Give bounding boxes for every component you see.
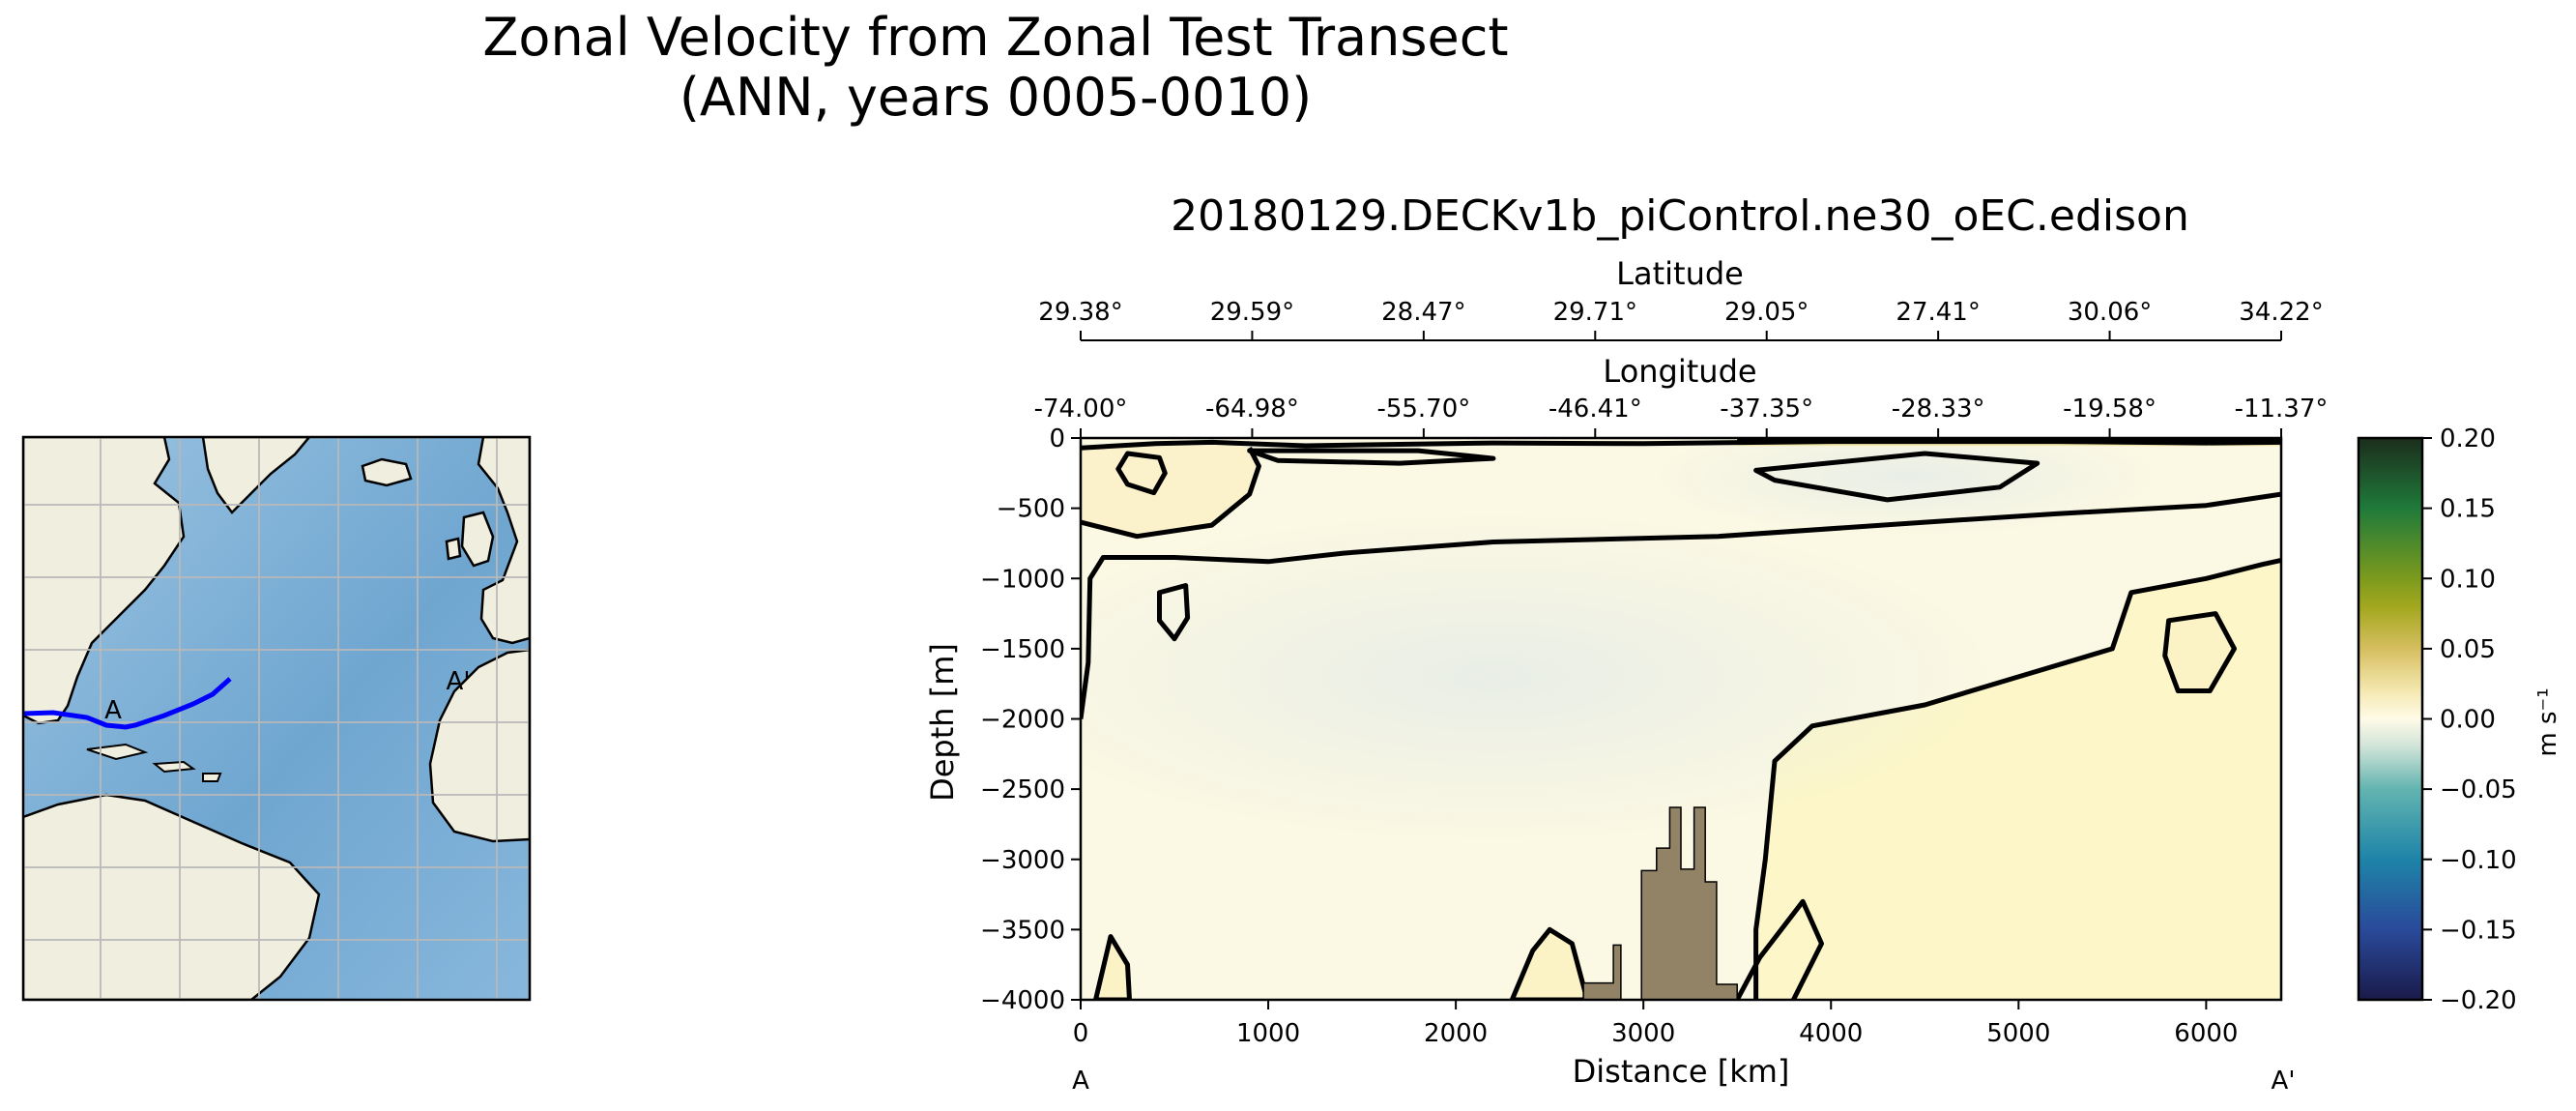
x-axis-label: Distance [km] [1573, 1053, 1790, 1090]
zero-contour-1 [1081, 491, 2281, 719]
map-gridlines [23, 437, 530, 1000]
longitude-axis-label: Longitude [1603, 353, 1756, 390]
section-field [1081, 438, 2281, 1000]
y-tick-label: −2000 [980, 706, 1065, 735]
map-land-caribbean [86, 743, 222, 782]
colorbar-tick-label: 0.20 [2440, 424, 2496, 453]
colorbar-label: m s⁻¹ [2533, 687, 2562, 756]
field-positive-surface-east [1737, 443, 2281, 447]
map-transect-line [23, 677, 232, 730]
longitude-tick-label: -64.98° [1205, 395, 1299, 424]
colorbar-tick-label: −0.15 [2440, 916, 2517, 945]
closed-contour-1 [1157, 583, 1191, 642]
x-axis: 0 1000 2000 3000 4000 5000 6000 [1073, 1000, 2238, 1048]
y-tick-label: 0 [1049, 424, 1065, 453]
latitude-tick-label: 29.05° [1724, 298, 1809, 327]
closed-contour-3 [1753, 451, 2041, 503]
zero-contour-2 [1081, 447, 1261, 540]
latitude-tick-label: 28.47° [1381, 298, 1465, 327]
section-title: 20180129.DECKv1b_piControl.ne30_oEC.edis… [1171, 191, 2189, 241]
colorbar-tick-label: 0.10 [2440, 565, 2496, 594]
x-tick-label: 6000 [2174, 1019, 2238, 1048]
y-axis: 0 −500 −1000 −1500 −2000 −2500 −3000 −3500 −4000 [980, 424, 1081, 1015]
figure-title-line1: Zonal Velocity from Zonal Test Transect [482, 7, 1509, 68]
colorbar: 0.20 0.15 0.10 0.05 0.00 −0.05 −0.10 −0.15 −0.20 [2357, 424, 2517, 1015]
y-tick-label: −500 [997, 495, 1065, 524]
y-tick-label: −2500 [980, 775, 1065, 804]
field-positive-cell-east [2164, 613, 2235, 691]
zero-contour-4 [1734, 898, 1824, 1000]
closed-contour-6 [1093, 934, 1132, 1000]
latitude-axis-label: Latitude [1616, 255, 1744, 292]
latitude-tick-label: 30.06° [2068, 298, 2152, 327]
longitude-axis: -74.00° -64.98° -55.70° -46.41° -37.35° -28.3… [1034, 395, 2329, 438]
map-label-start: A [104, 696, 122, 725]
colorbar-tick-label: 0.05 [2440, 635, 2496, 664]
figure-title: Zonal Velocity from Zonal Test Transect … [329, 8, 1663, 128]
longitude-tick-label: -55.70° [1376, 395, 1470, 424]
field-positive-surface-west [1081, 442, 1259, 537]
latitude-axis: 29.38° 29.59° 28.47° 29.71° 29.05° 27.41° 30.0… [1038, 298, 2324, 341]
map-frame [21, 435, 532, 1002]
map-land-british-isles [445, 511, 495, 568]
y-tick-label: −1000 [980, 565, 1065, 594]
colorbar-gradient [2357, 436, 2424, 1002]
y-tick-label: −3500 [980, 916, 1065, 945]
zero-contour-3 [1753, 557, 2281, 1000]
map-land-europe [477, 437, 530, 645]
field-positive-region-east [1755, 560, 2281, 1000]
longitude-tick-label: -19.58° [2063, 395, 2156, 424]
field-negative-interior [1081, 512, 1996, 841]
longitude-tick-label: -11.37° [2235, 395, 2329, 424]
latitude-tick-label: 34.22° [2239, 298, 2323, 327]
latitude-tick-label: 29.71° [1553, 298, 1637, 327]
closed-contour-4 [2162, 611, 2237, 693]
y-tick-label: −3000 [980, 846, 1065, 875]
y-tick-label: −4000 [980, 986, 1065, 1015]
map-land-greenland [201, 437, 311, 514]
closed-contour-2 [1247, 448, 1496, 466]
x-tick-label: 2000 [1424, 1019, 1488, 1048]
figure-title-line2: (ANN, years 0005-0010) [679, 67, 1313, 128]
colorbar-tick-label: −0.10 [2440, 846, 2517, 875]
map-label-end: A' [447, 667, 471, 696]
latitude-tick-label: 29.59° [1210, 298, 1294, 327]
latitude-tick-label: 27.41° [1896, 298, 1980, 327]
longitude-tick-label: -74.00° [1034, 395, 1128, 424]
seafloor-bathymetry [1582, 806, 1738, 1000]
field-positive-deep-west [1095, 936, 1130, 1000]
field-negative-upper [1654, 438, 2157, 536]
field-positive-deep-blob [1512, 929, 1587, 1000]
longitude-tick-label: -28.33° [1892, 395, 1985, 424]
longitude-tick-label: -37.35° [1720, 395, 1813, 424]
transect-map: A A' [21, 435, 532, 1002]
colorbar-tick-label: −0.05 [2440, 775, 2517, 804]
colorbar-tick-label: 0.00 [2440, 706, 2496, 735]
longitude-tick-label: -46.41° [1548, 395, 1642, 424]
section-label-end: A' [2272, 1067, 2296, 1096]
colorbar-tick-label: 0.15 [2440, 495, 2496, 524]
map-land-iceland [361, 457, 413, 487]
latitude-tick-label: 29.38° [1038, 298, 1122, 327]
x-tick-label: 1000 [1236, 1019, 1300, 1048]
y-axis-label: Depth [m] [924, 643, 961, 802]
colorbar-tick-label: −0.20 [2440, 986, 2517, 1015]
x-tick-label: 4000 [1799, 1019, 1863, 1048]
x-tick-label: 5000 [1986, 1019, 2050, 1048]
x-tick-label: 0 [1073, 1019, 1089, 1048]
section-label-start: A [1072, 1067, 1089, 1096]
x-tick-label: 3000 [1611, 1019, 1675, 1048]
closed-contour-0 [1115, 451, 1168, 496]
closed-contour-5 [1509, 926, 1590, 1000]
map-land-africa [428, 648, 530, 843]
y-tick-label: −1500 [980, 635, 1065, 664]
